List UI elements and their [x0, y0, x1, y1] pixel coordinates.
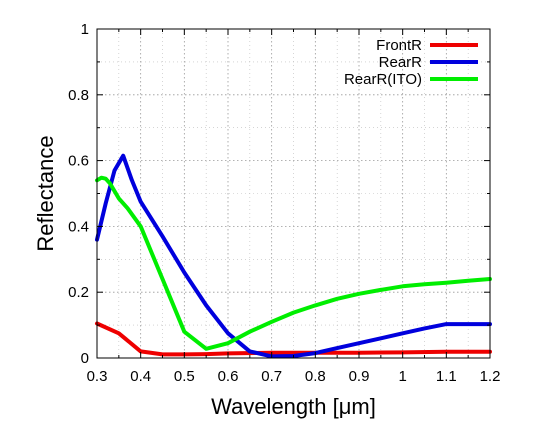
y-tick-label: 0: [81, 350, 89, 367]
x-tick-label: 0.7: [261, 368, 282, 385]
y-tick-label: 1: [81, 21, 89, 38]
y-tick-label: 0.6: [68, 153, 89, 170]
x-tick-label: 0.8: [305, 368, 326, 385]
series-line-rearr: [95, 153, 492, 359]
legend-label: RearR: [379, 54, 423, 71]
y-tick-label: 0.4: [68, 218, 89, 235]
y-axis-title: Reflectance: [33, 135, 58, 251]
x-tick-label: 0.9: [349, 368, 370, 385]
x-tick-label: 1.2: [480, 368, 501, 385]
legend-label: RearR(ITO): [344, 71, 422, 88]
x-tick-label: 0.4: [130, 368, 151, 385]
x-tick-label: 0.5: [174, 368, 195, 385]
x-tick-label: 1.1: [436, 368, 457, 385]
legend-label: FrontR: [376, 37, 422, 54]
y-tick-label: 0.2: [68, 284, 89, 301]
y-tick-label: 0.8: [68, 87, 89, 104]
series-line-rearr-ito: [95, 175, 492, 351]
x-tick-label: 0.6: [218, 368, 239, 385]
grid: [97, 29, 490, 358]
x-tick-label: 1: [398, 368, 406, 385]
x-axis-title: Wavelength [μm]: [211, 394, 376, 419]
axis-ticks: 0.3 0.4 0.5 0.6 0.7 0.8 0.9 1 1.1 1.2 0 0.2 0.4 0.6 0.…: [68, 21, 500, 385]
x-tick-label: 0.3: [87, 368, 108, 385]
